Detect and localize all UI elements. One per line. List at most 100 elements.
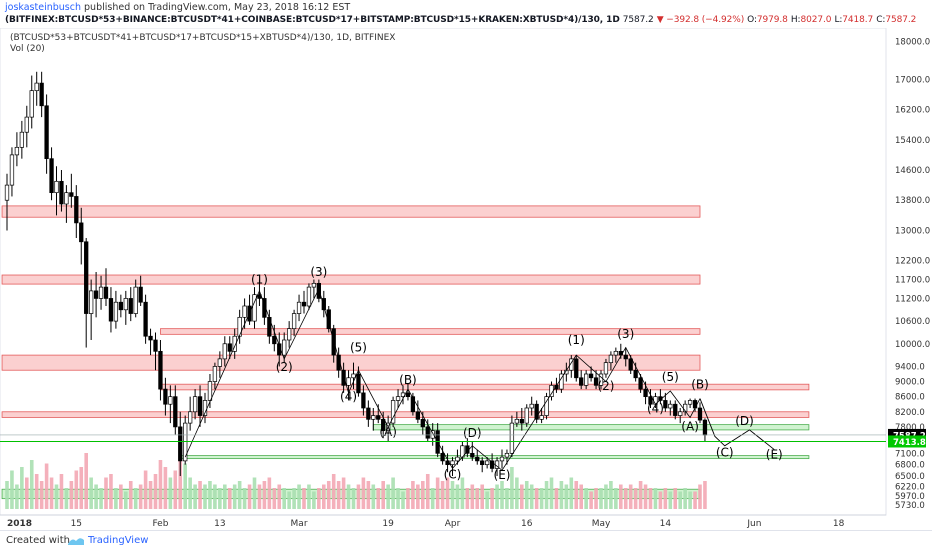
wave-label: (5) [662,370,679,384]
candle-body [4,184,10,201]
volume-bar [74,470,79,509]
candle-body [480,460,485,466]
volume-bar [242,488,247,509]
volume-bar [485,491,489,509]
candle-body [668,403,673,409]
volume-bar [470,484,475,509]
candle-body [638,377,643,390]
volume-bar [20,467,24,509]
volume-bar [421,481,425,509]
candle-body [613,350,618,356]
volume-bar [64,488,69,509]
price-chart[interactable]: (BTCUSD*53+BTCUSDT*41+BTCUSD*17+BTCUSD*1… [0,28,932,530]
volume-bar [322,484,326,509]
volume-bar [604,484,608,509]
last-price: 7587.2 [622,15,654,25]
volume-bar [678,491,682,509]
candle-body [440,452,445,462]
x-tick-label: 18 [833,519,845,529]
x-tick-label: 19 [382,519,394,529]
candle-body [118,301,124,311]
volume-bar [505,488,509,509]
volume-bar [648,488,653,509]
y-tick-label: 5730.0 [895,501,925,511]
volume-bar [544,481,549,509]
volume-bar [168,477,173,509]
candle-body [19,131,24,148]
candle-body [252,294,257,322]
volume-bar [559,481,564,509]
volume-bar [143,470,148,509]
volume-bar [59,474,64,509]
candle-body [133,286,138,314]
volume-bar [54,484,59,509]
volume-bar [89,477,93,509]
candle-body [123,298,128,311]
volume-bar [213,484,217,509]
price-axis[interactable]: 18000.0 17000.0 16200.0 15400.0 14600.0 13800… [888,38,930,512]
candle-body [593,377,599,386]
volume-bar [529,484,534,509]
volume-bar [25,477,29,509]
volume-bar [480,484,484,509]
volume-bar [277,484,282,509]
candle-body [163,388,168,405]
x-tick-label: 14 [660,519,672,529]
volume-bar [371,484,376,509]
author-link[interactable]: joskasteinbusch [5,2,81,13]
ohlc-low: L:7418.7 [834,15,874,25]
wave-label: (4) [647,402,664,416]
y-tick-label: 6500.0 [895,472,925,482]
candle-body [64,192,69,205]
y-tick-label: 17000.0 [895,75,930,85]
candle-body [34,82,39,92]
candle-body [534,403,539,420]
volume-bar [475,488,480,509]
volume-bar [29,460,34,509]
candle-body [242,305,247,318]
candle-body [697,407,703,421]
wave-label: (3) [310,265,327,279]
resistance-zone [1,354,701,371]
volume-bar [520,484,524,509]
candle-body [158,350,163,390]
target-price-label: 7413.8 [893,438,926,448]
candle-body [395,396,401,401]
volume-bar [653,488,658,509]
volume-bar [312,491,316,509]
candle-body [113,301,119,322]
resistance-zone [160,328,701,335]
volume-bar [104,477,108,509]
volume-bar [658,491,663,509]
tradingview-brand[interactable]: TradingView [88,535,149,546]
candle-body [583,373,589,386]
support-zone [179,455,810,460]
wave-layer: (1) (2) (3) (4) (5) (A) (B) (C) (D) (E) (1) (2) (3) (… [0,265,886,482]
x-tick-label: 15 [71,519,82,529]
candle-body [470,452,475,458]
candle-body [49,158,54,194]
candle-body [232,335,237,352]
y-tick-label: 13000.0 [895,226,930,236]
candle-body [608,354,614,364]
candle-body [98,286,104,299]
volume-bar [109,474,113,509]
volume-bar [257,484,262,509]
candle-body [207,381,213,401]
volume-bar [633,488,638,509]
wave-label: (C) [716,445,734,459]
y-tick-label: 9400.0 [895,362,925,372]
candle-body [74,196,79,224]
wave-label: (E) [766,448,783,462]
volume-bar [386,484,390,509]
legend-series: (BTCUSD*53+BTCUSDT*41+BTCUSD*17+BTCUSD*1… [10,33,395,43]
x-tick-label: 13 [214,519,225,529]
candle-body [415,411,420,420]
volume-bar [317,488,321,509]
volume-bar [430,488,435,509]
candle-body [79,222,84,243]
candle-body [311,282,317,288]
y-tick-label: 15400.0 [895,136,930,146]
candle-body [128,298,133,314]
time-axis[interactable]: 2018 15 Feb 13 Mar 19 Apr 16 May 14 Jun 18 [0,514,886,529]
